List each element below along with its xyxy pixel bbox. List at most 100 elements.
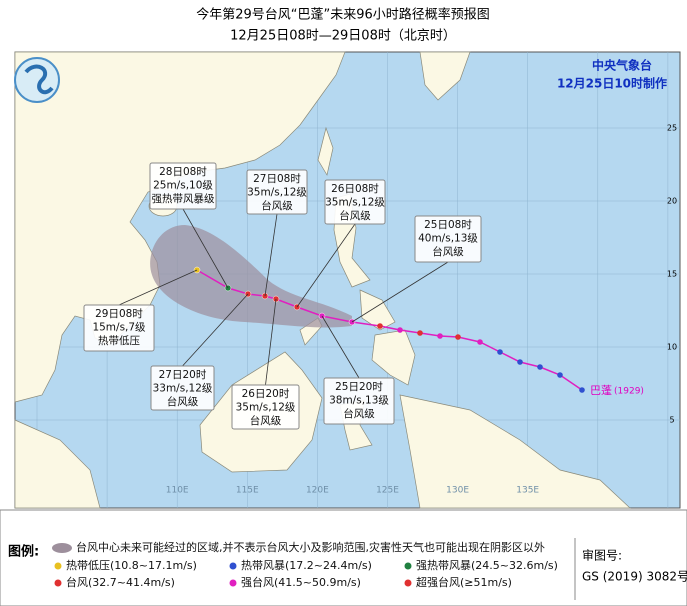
callout-time: 26日20时 bbox=[242, 388, 290, 400]
callout-wind: 25m/s,10级 bbox=[153, 180, 213, 192]
latitude-labels: 5 10 15 20 25 bbox=[667, 124, 677, 425]
new-guinea bbox=[399, 394, 631, 509]
legend-dot bbox=[54, 579, 62, 587]
latitude-label: 25 bbox=[667, 124, 677, 133]
longitude-label-inner: 120E bbox=[306, 486, 329, 496]
cone-icon bbox=[52, 543, 72, 553]
callout-box bbox=[323, 377, 395, 425]
logo-swirl bbox=[24, 64, 54, 95]
storm-name: 巴蓬 bbox=[590, 384, 612, 397]
callout-box bbox=[150, 365, 215, 411]
callout-category: 强热带风暴级 bbox=[152, 192, 215, 205]
legend-dot bbox=[229, 562, 237, 570]
legend-heading: 图例: bbox=[8, 544, 39, 560]
callout-box bbox=[149, 162, 217, 210]
observed-point bbox=[497, 349, 503, 355]
callout-box bbox=[324, 179, 386, 225]
callout-category: 台风级 bbox=[167, 395, 199, 408]
callout-box bbox=[246, 169, 308, 215]
leader bbox=[264, 213, 278, 297]
forecast-callouts: 28日08时25m/s,10级强热带风暴级27日08时35m/s,12级台风级2… bbox=[83, 162, 482, 430]
subtitle: 12月25日08时—29日08时（北京时） bbox=[230, 29, 456, 44]
approval-number: GS (2019) 3082号 bbox=[582, 570, 687, 584]
callout-time: 25日20时 bbox=[335, 381, 383, 393]
latitude-label: 5 bbox=[669, 416, 674, 425]
legend-item: 热带低压(10.8~17.1m/s) bbox=[66, 559, 197, 572]
callout-category: 台风级 bbox=[432, 245, 464, 258]
callout-wind: 40m/s,13级 bbox=[418, 233, 478, 245]
japan bbox=[419, 51, 471, 101]
callout-box bbox=[231, 384, 300, 430]
callout-category: 台风级 bbox=[250, 414, 282, 427]
observed-point bbox=[455, 334, 461, 340]
callout-time: 29日08时 bbox=[95, 308, 143, 320]
callout-category: 热带低压 bbox=[98, 334, 140, 347]
approval-label: 审图号: bbox=[582, 548, 622, 563]
legend-item: 强台风(41.5~50.9m/s) bbox=[241, 575, 361, 589]
issued: 12月25日10时制作 bbox=[557, 76, 667, 91]
longitude-label-inner: 115E bbox=[236, 486, 259, 496]
logo bbox=[14, 57, 60, 103]
callout-category: 台风级 bbox=[261, 199, 293, 212]
sumatra bbox=[14, 419, 101, 509]
latitude-label: 10 bbox=[667, 343, 677, 352]
legend-dot bbox=[54, 562, 62, 570]
callout-category: 台风级 bbox=[343, 407, 375, 420]
observed-point bbox=[537, 364, 543, 370]
legend-box bbox=[0, 509, 687, 606]
legend-items: 热带低压(10.8~17.1m/s) 热带风暴(17.2~24.4m/s) 强热带风… bbox=[54, 559, 558, 589]
leader bbox=[182, 293, 249, 367]
callout-time: 27日08时 bbox=[253, 173, 301, 185]
leader bbox=[118, 269, 198, 306]
callout-wind: 35m/s,12级 bbox=[247, 187, 307, 199]
legend-dot bbox=[229, 579, 237, 587]
callout-time: 26日08时 bbox=[331, 183, 379, 195]
legend-dot bbox=[404, 562, 412, 570]
callout-wind: 33m/s,12级 bbox=[153, 383, 213, 395]
legend-item: 台风(32.7~41.4m/s) bbox=[66, 575, 175, 589]
storm-code: (1929) bbox=[614, 387, 644, 397]
latitude-label: 15 bbox=[667, 270, 677, 279]
leader bbox=[321, 315, 360, 379]
leader bbox=[265, 298, 277, 386]
callout-wind: 35m/s,12级 bbox=[325, 197, 385, 209]
callout-category: 台风级 bbox=[339, 209, 371, 222]
cone-text: 台风中心未来可能经过的区域,并不表示台风大小及影响范围,灾害性天气也可能出现在阴… bbox=[76, 540, 545, 554]
callout-wind: 15m/s,7级 bbox=[92, 322, 146, 334]
callout-time: 28日08时 bbox=[159, 166, 207, 178]
legend-item: 超强台风(≥51m/s) bbox=[416, 575, 512, 589]
agency: 中央气象台 bbox=[592, 58, 652, 73]
latitude-label: 20 bbox=[667, 197, 677, 206]
leader bbox=[296, 223, 356, 308]
legend-item: 热带风暴(17.2~24.4m/s) bbox=[241, 559, 372, 572]
callout-wind: 38m/s,13级 bbox=[329, 395, 389, 407]
observed-point bbox=[557, 372, 563, 378]
observed-point bbox=[579, 387, 585, 393]
observed-point bbox=[377, 323, 383, 329]
observed-point bbox=[417, 330, 423, 336]
longitude-label-inner: 125E bbox=[376, 486, 399, 496]
longitude-label-inner: 110E bbox=[166, 486, 189, 496]
probability-cone bbox=[150, 225, 352, 328]
callout-box bbox=[83, 304, 155, 352]
title: 今年第29号台风“巴蓬”未来96小时路径概率预报图 bbox=[196, 7, 490, 23]
longitude-label-inner: 130E bbox=[446, 486, 469, 496]
observed-point bbox=[397, 327, 403, 333]
callout-box bbox=[414, 215, 482, 263]
callout-wind: 35m/s,12级 bbox=[236, 402, 296, 414]
legend: 图例: 台风中心未来可能经过的区域,并不表示台风大小及影响范围,灾害性天气也可能… bbox=[0, 509, 687, 606]
callout-time: 27日20时 bbox=[159, 369, 207, 381]
observed-point bbox=[477, 339, 483, 345]
callout-time: 25日08时 bbox=[424, 219, 472, 231]
longitude-label-inner: 135E bbox=[516, 486, 539, 496]
map: 28日08时25m/s,10级强热带风暴级27日08时35m/s,12级台风级2… bbox=[14, 51, 681, 521]
observed-point bbox=[517, 359, 523, 365]
observed-point bbox=[437, 333, 443, 339]
visayas bbox=[359, 289, 396, 331]
leader bbox=[351, 261, 449, 323]
legend-item: 强热带风暴(24.5~32.6m/s) bbox=[416, 559, 558, 572]
leader bbox=[182, 208, 229, 289]
legend-dot bbox=[404, 579, 412, 587]
taiwan bbox=[317, 126, 334, 176]
